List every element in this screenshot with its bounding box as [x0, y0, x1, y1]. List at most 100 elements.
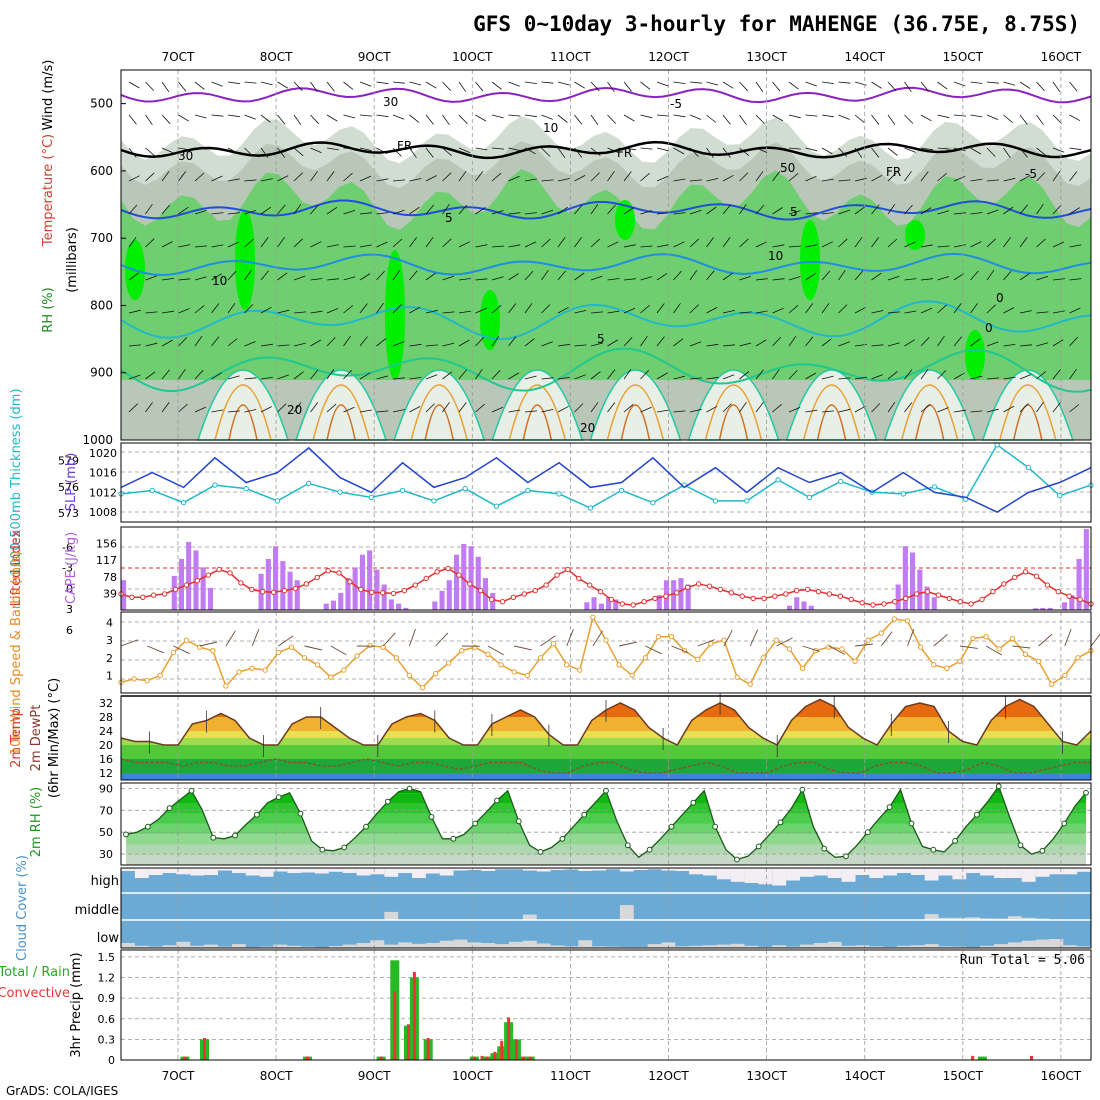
wind-barb — [854, 307, 866, 314]
wind-barb — [541, 409, 554, 413]
cloud-low-cell — [356, 943, 371, 948]
wind-barb — [821, 147, 833, 155]
wind-barb — [838, 238, 848, 248]
wind-barb — [227, 375, 240, 380]
wind-barb — [689, 238, 700, 248]
precip-total-legend: Total / Rain — [0, 965, 70, 980]
isotherm-30 — [1013, 404, 1043, 441]
freezing-level — [120, 140, 1092, 160]
wind-barb — [970, 241, 982, 248]
lifted-index-point — [663, 593, 669, 599]
wind-speed-point — [760, 655, 766, 661]
wind-barb — [607, 369, 616, 380]
cape-bar — [584, 602, 590, 610]
wind-barb — [1003, 177, 1016, 182]
run-total-label: Run Total = 5.06 — [960, 953, 1085, 968]
wind-barb — [1036, 238, 1046, 248]
wind-barb — [145, 342, 158, 347]
wind-barb — [442, 172, 452, 182]
wind-barb — [1052, 402, 1061, 413]
wind-barb — [227, 178, 240, 182]
wind-barb — [491, 172, 502, 182]
cloud-low-cell — [869, 946, 884, 948]
wind-barb — [524, 270, 534, 281]
wind-barb — [161, 204, 171, 215]
cloud-axis-label: Cloud Cover (%) — [15, 855, 30, 961]
cloud-low-cell — [897, 945, 911, 948]
wind-barb — [854, 147, 863, 159]
wind-barb — [953, 212, 966, 215]
wind-barb — [458, 147, 471, 154]
wind-barb — [458, 241, 470, 248]
cloud-low-cell — [148, 946, 163, 948]
wind-barb — [442, 114, 450, 126]
precip-tick-label: 1.5 — [98, 951, 116, 964]
wind-barb — [293, 114, 302, 126]
lifted-index-point — [1022, 569, 1029, 575]
wind-barb — [788, 407, 801, 413]
wind-barb — [706, 81, 719, 86]
wind-barb — [706, 178, 719, 182]
wind-barb — [458, 278, 471, 281]
wind-barb — [590, 172, 600, 182]
lifted-index-point — [924, 589, 931, 595]
cloud-low-cell — [883, 946, 897, 948]
isotherm-25 — [900, 384, 959, 441]
wind-speed-point — [904, 618, 911, 624]
cloud-high-cell — [827, 868, 842, 878]
cloud-high-cell — [134, 868, 149, 878]
cloud-middle-cell — [619, 905, 634, 920]
wind-barb — [326, 337, 336, 347]
lifted-index-point — [281, 587, 288, 594]
wind-speed-point — [511, 669, 517, 675]
lifted-index-point — [1044, 582, 1051, 588]
wind-barb — [937, 210, 950, 215]
cloud-low-cell — [910, 945, 925, 948]
lifted-index-point — [794, 587, 800, 594]
wind-barb-10m — [749, 629, 759, 647]
wind-barb — [1052, 278, 1065, 281]
wind-barb — [244, 409, 257, 413]
wind-barb — [920, 171, 929, 182]
wind-barb — [1003, 405, 1015, 413]
wind-barb — [293, 402, 302, 413]
rh-point — [166, 805, 173, 811]
wind-barb — [788, 245, 802, 248]
wind-barb — [772, 403, 782, 413]
cloud-low-cell — [786, 946, 800, 948]
wind-barb — [359, 81, 372, 87]
wind-barb — [491, 335, 500, 347]
pressure-tick-label: 900 — [90, 366, 113, 380]
wind-barb — [458, 204, 468, 215]
lifted-tick-label: -3 — [62, 562, 73, 575]
lifted-tick-label: 3 — [66, 603, 73, 616]
wind-barb — [607, 81, 615, 93]
cape-bar — [606, 597, 612, 610]
wind-barb — [442, 371, 453, 380]
lifted-index-point — [1001, 581, 1007, 587]
wind-barb — [310, 171, 318, 182]
wind-barb — [640, 114, 653, 119]
wind-barb — [706, 147, 714, 159]
wind-barb — [607, 147, 619, 153]
wind-speed-point — [983, 634, 989, 640]
cloud-low-cell — [425, 943, 440, 948]
wind-barb — [1019, 237, 1028, 248]
cape-bar — [403, 607, 409, 610]
wind-barb — [640, 304, 650, 314]
wind-barb — [211, 273, 222, 281]
wind-barb — [623, 278, 636, 281]
wind-speed-point — [931, 662, 937, 668]
thickness-point — [587, 505, 594, 511]
rh-point — [254, 811, 260, 818]
isotherm-15 — [120, 300, 1092, 341]
wind-barb — [1052, 147, 1065, 153]
wind-barb-10m — [592, 630, 603, 647]
wind-barb — [937, 81, 948, 90]
wind-barb — [1069, 368, 1077, 380]
wind-speed-point — [406, 672, 413, 679]
wind-speed-point — [852, 658, 858, 664]
wind-barb — [227, 81, 240, 85]
wind-barb-10m — [723, 629, 733, 647]
wind-barb — [376, 410, 389, 413]
